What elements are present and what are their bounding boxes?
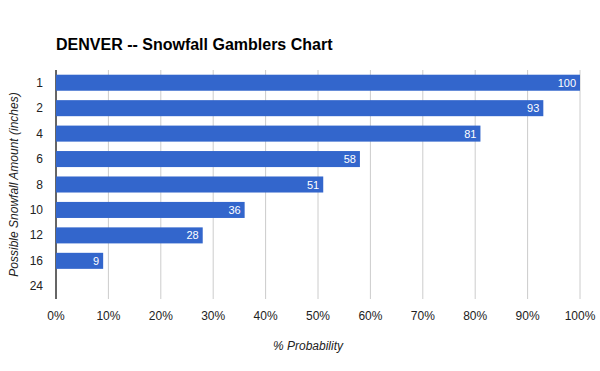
data-label: 93 <box>527 102 539 114</box>
data-label: 9 <box>93 255 99 267</box>
data-label: 36 <box>228 204 240 216</box>
category-label: 24 <box>30 279 44 293</box>
x-tick-label: 30% <box>201 309 225 323</box>
x-tick-label: 0% <box>47 309 65 323</box>
x-tick-label: 50% <box>306 309 330 323</box>
chart: 0%10%20%30%40%50%60%70%80%90%100%1009381… <box>0 0 600 371</box>
category-label: 2 <box>36 101 43 115</box>
data-label: 81 <box>464 128 476 140</box>
x-tick-label: 100% <box>565 309 596 323</box>
data-label: 58 <box>344 153 356 165</box>
y-axis-title: Possible Snowfall Amount (inches) <box>7 92 21 276</box>
bar <box>56 278 57 294</box>
x-tick-label: 10% <box>96 309 120 323</box>
bars <box>56 75 580 269</box>
bar <box>56 126 480 142</box>
x-tick-label: 80% <box>463 309 487 323</box>
title: DENVER -- Snowfall Gamblers Chart <box>56 36 333 53</box>
x-tick-label: 90% <box>516 309 540 323</box>
data-label: 51 <box>307 179 319 191</box>
x-tick-label: 60% <box>358 309 382 323</box>
category-label: 4 <box>36 127 43 141</box>
category-label: 16 <box>30 254 44 268</box>
category-label: 1 <box>36 76 43 90</box>
data-label: 28 <box>186 229 198 241</box>
background <box>0 0 600 371</box>
bar <box>56 202 245 218</box>
x-tick-label: 20% <box>149 309 173 323</box>
category-label: 10 <box>30 203 44 217</box>
bar <box>56 100 543 116</box>
x-tick-label: 70% <box>411 309 435 323</box>
grid-line <box>580 70 581 299</box>
bar <box>56 176 323 192</box>
bar <box>56 227 203 243</box>
category-label: 8 <box>36 178 43 192</box>
bar <box>56 253 103 269</box>
bar <box>56 151 360 167</box>
category-label: 12 <box>30 228 44 242</box>
x-tick-label: 40% <box>254 309 278 323</box>
category-label: 6 <box>36 152 43 166</box>
data-label: 100 <box>558 77 576 89</box>
x-axis-title: % Probability <box>273 339 344 353</box>
bar <box>56 75 580 91</box>
